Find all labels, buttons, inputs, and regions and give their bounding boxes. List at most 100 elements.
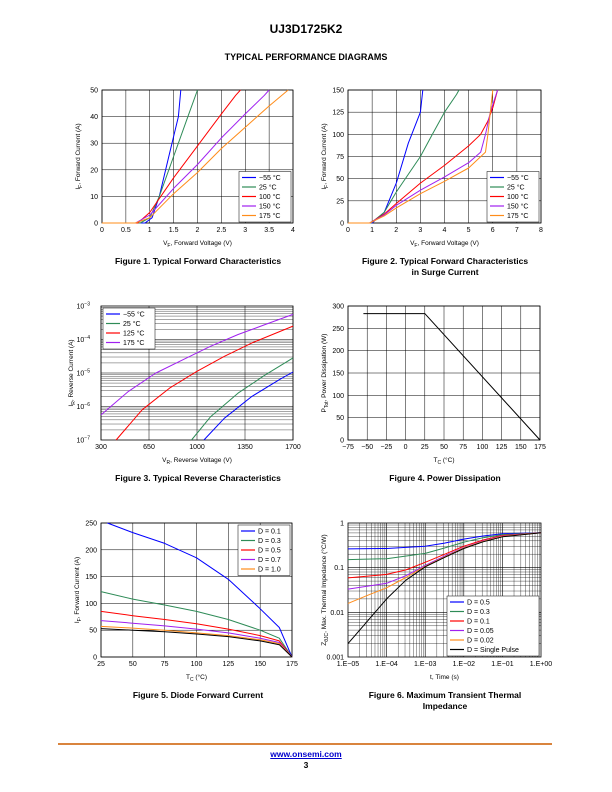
y-tick-label: 50 (336, 415, 344, 422)
plot-frame (101, 89, 294, 224)
y-tick-label: 0.01 (330, 610, 344, 617)
x-tick-label: 1350 (237, 444, 253, 451)
y-tick-label: 0.001 (326, 655, 344, 662)
part-number: UJ3D1725K2 (269, 22, 343, 36)
y-tick-label: 10−5 (77, 369, 91, 378)
series-line (100, 620, 293, 658)
x-tick-label: 100 (477, 444, 489, 451)
y-tick-label: 10 (90, 194, 98, 201)
x-axis-label: t, Time (s) (430, 674, 459, 681)
series-line (100, 625, 293, 658)
x-tick-label: 4 (291, 227, 295, 234)
y-tick-label: 100 (332, 393, 344, 400)
y-tick-label: 75 (336, 154, 344, 161)
y-tick-label: 25 (336, 198, 344, 205)
x-tick-label: 25 (97, 661, 105, 668)
legend-entry: −55 °C (123, 311, 145, 319)
y-tick-label: 100 (332, 132, 344, 139)
legend-entry: 100 °C (259, 193, 280, 201)
y-axis-label: IR, Reverse Current (A) (68, 339, 77, 406)
legend-entry: D = 0.5 (467, 600, 490, 607)
x-tick-label: 6 (491, 227, 495, 234)
series-line (102, 89, 182, 224)
x-tick-label: 0 (346, 227, 350, 234)
x-tick-label: 2 (196, 227, 200, 234)
x-tick-label: 1.E−04 (375, 661, 397, 668)
series-line (100, 591, 293, 658)
y-tick-label: 250 (85, 521, 97, 528)
series-line (347, 532, 542, 604)
x-tick-label: 1.5 (169, 227, 179, 234)
series-line (347, 532, 542, 644)
x-tick-label: −25 (380, 444, 392, 451)
x-tick-label: −50 (361, 444, 373, 451)
x-tick-label: 75 (161, 661, 169, 668)
y-tick-label: 200 (332, 348, 344, 355)
x-tick-label: 150 (254, 661, 266, 668)
plot-frame (347, 89, 542, 224)
x-tick-label: 5 (467, 227, 471, 234)
x-axis-label: VR, Reverse Voltage (V) (162, 457, 232, 466)
legend-box (486, 171, 540, 223)
plot-frame (100, 305, 294, 441)
legend-entry: 25 °C (259, 184, 277, 192)
legend-entry: D = Single Pulse (467, 647, 519, 654)
series-line (102, 89, 270, 224)
y-tick-label: 50 (89, 628, 97, 635)
y-tick-label: 250 (332, 326, 344, 333)
x-tick-label: 3 (418, 227, 422, 234)
series-line (203, 371, 294, 441)
legend-entry: D = 0.1 (258, 529, 281, 536)
footer-url-link[interactable]: www.onsemi.com (270, 749, 342, 759)
y-tick-label: 50 (336, 176, 344, 183)
y-axis-label: PTot, Power Dissipation (W) (321, 334, 330, 413)
fig2-plot: 0 1 2 3 4 5 6 7 8 0 25 50 75 100 125 150 VF, Forward Vol… (321, 88, 543, 250)
x-axis-label: TC (°C) (433, 456, 454, 466)
series-line (347, 532, 542, 590)
series-line (102, 89, 289, 224)
y-tick-label: 20 (90, 167, 98, 174)
x-tick-label: 75 (459, 444, 467, 451)
y-tick-label: 125 (332, 110, 344, 117)
plot-frame (100, 522, 293, 658)
legend-entry: D = 0.3 (467, 609, 490, 616)
x-tick-label: 175 (534, 444, 546, 451)
series-line (348, 89, 460, 224)
figure-4-caption: Figure 4. Power Dissipation (389, 473, 501, 483)
y-tick-label: 10−6 (77, 402, 91, 411)
x-tick-label: 1 (148, 227, 152, 234)
series-line (100, 628, 293, 658)
series-line (100, 313, 294, 416)
x-tick-label: 1.E−03 (414, 661, 436, 668)
x-axis-label: TC (°C) (186, 673, 207, 683)
legend-entry: D = 0.05 (467, 628, 494, 635)
x-tick-label: 25 (421, 444, 429, 451)
series-line (347, 532, 542, 550)
y-tick-label: 300 (332, 304, 344, 311)
x-axis-label: VF, Forward Voltage (V) (163, 240, 232, 249)
series-line (347, 532, 542, 579)
series-line (348, 89, 494, 224)
y-tick-label: 40 (90, 114, 98, 121)
legend-entry: 175 °C (507, 212, 528, 220)
legend-entry: D = 0.7 (258, 557, 281, 564)
series-line (348, 89, 499, 224)
legend-box (238, 171, 292, 223)
y-tick-label: 150 (332, 88, 344, 95)
legend-entry: D = 0.3 (258, 538, 281, 545)
legend-box (237, 524, 291, 576)
x-tick-label: 0 (404, 444, 408, 451)
fig5-plot: 25 50 75 100 125 150 175 0 50 100 150 200 250 TC (°C)… (74, 521, 298, 684)
x-tick-label: −75 (342, 444, 354, 451)
section-title: TYPICAL PERFORMANCE DIAGRAMS (224, 52, 388, 62)
x-tick-label: 8 (539, 227, 543, 234)
x-tick-label: 2 (394, 227, 398, 234)
series-line (363, 313, 541, 441)
y-tick-label: 30 (90, 141, 98, 148)
plot-frame (347, 305, 541, 441)
